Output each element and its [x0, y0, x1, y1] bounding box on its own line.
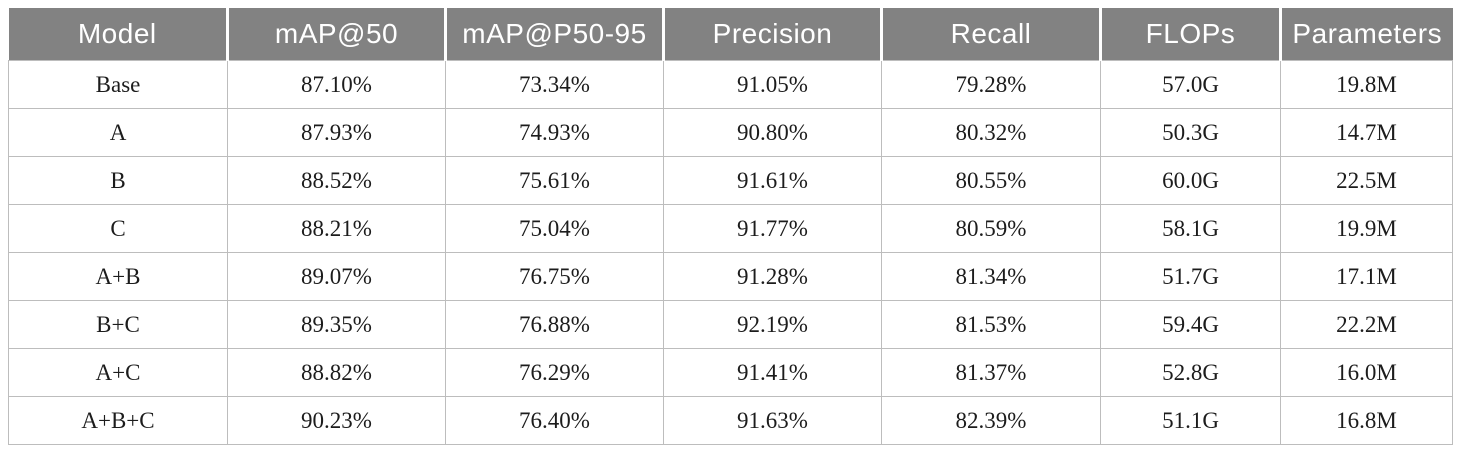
table-row: B+C 89.35% 76.88% 92.19% 81.53% 59.4G 22.2M [8, 300, 1453, 349]
value-cell: 16.0M [1280, 348, 1453, 397]
value-cell: 51.7G [1100, 252, 1281, 301]
value-cell: 22.2M [1280, 300, 1453, 349]
table-row: A+C 88.82% 76.29% 91.41% 81.37% 52.8G 16.0M [8, 348, 1453, 397]
value-cell: 88.21% [227, 204, 446, 253]
value-cell: 87.93% [227, 108, 446, 157]
value-cell: 80.55% [881, 156, 1101, 205]
value-cell: 88.52% [227, 156, 446, 205]
value-cell: 74.93% [445, 108, 664, 157]
value-cell: 90.23% [227, 396, 446, 445]
value-cell: 17.1M [1280, 252, 1453, 301]
value-cell: 81.37% [881, 348, 1101, 397]
value-cell: 91.05% [663, 60, 882, 109]
value-cell: 81.53% [881, 300, 1101, 349]
value-cell: 81.34% [881, 252, 1101, 301]
value-cell: 19.9M [1280, 204, 1453, 253]
column-header-map50: mAP@50 [226, 8, 446, 61]
value-cell: 91.63% [663, 396, 882, 445]
value-cell: 52.8G [1100, 348, 1281, 397]
model-name-cell: B+C [8, 300, 228, 349]
table-row: A+B+C 90.23% 76.40% 91.63% 82.39% 51.1G 16.8M [8, 396, 1453, 445]
value-cell: 75.04% [445, 204, 664, 253]
table-row: C 88.21% 75.04% 91.77% 80.59% 58.1G 19.9M [8, 204, 1453, 253]
model-name-cell: A+B+C [8, 396, 228, 445]
value-cell: 89.07% [227, 252, 446, 301]
model-name-cell: A+B [8, 252, 228, 301]
value-cell: 80.32% [881, 108, 1101, 157]
value-cell: 76.40% [445, 396, 664, 445]
value-cell: 57.0G [1100, 60, 1281, 109]
value-cell: 82.39% [881, 396, 1101, 445]
table-header: Model mAP@50 mAP@P50-95 Precision Recall… [8, 8, 1453, 61]
column-header-recall: Recall [880, 8, 1101, 61]
value-cell: 76.29% [445, 348, 664, 397]
column-header-parameters: Parameters [1279, 8, 1453, 61]
value-cell: 79.28% [881, 60, 1101, 109]
value-cell: 80.59% [881, 204, 1101, 253]
value-cell: 88.82% [227, 348, 446, 397]
value-cell: 91.61% [663, 156, 882, 205]
value-cell: 59.4G [1100, 300, 1281, 349]
column-header-model: Model [8, 8, 228, 61]
table-row: A+B 89.07% 76.75% 91.28% 81.34% 51.7G 17.1M [8, 252, 1453, 301]
value-cell: 91.41% [663, 348, 882, 397]
value-cell: 87.10% [227, 60, 446, 109]
value-cell: 76.75% [445, 252, 664, 301]
value-cell: 76.88% [445, 300, 664, 349]
value-cell: 16.8M [1280, 396, 1453, 445]
model-name-cell: C [8, 204, 228, 253]
value-cell: 90.80% [663, 108, 882, 157]
table-body: Base 87.10% 73.34% 91.05% 79.28% 57.0G 19.8M A 8… [8, 60, 1453, 445]
table-row: B 88.52% 75.61% 91.61% 80.55% 60.0G 22.5M [8, 156, 1453, 205]
value-cell: 73.34% [445, 60, 664, 109]
column-header-flops: FLOPs [1099, 8, 1281, 61]
value-cell: 58.1G [1100, 204, 1281, 253]
value-cell: 89.35% [227, 300, 446, 349]
value-cell: 50.3G [1100, 108, 1281, 157]
table-row: Base 87.10% 73.34% 91.05% 79.28% 57.0G 19.8M [8, 60, 1453, 109]
column-header-precision: Precision [662, 8, 882, 61]
table-row: A 87.93% 74.93% 90.80% 80.32% 50.3G 14.7M [8, 108, 1453, 157]
model-name-cell: B [8, 156, 228, 205]
value-cell: 22.5M [1280, 156, 1453, 205]
column-header-map50-95: mAP@P50-95 [444, 8, 664, 61]
model-name-cell: Base [8, 60, 228, 109]
value-cell: 91.28% [663, 252, 882, 301]
header-row: Model mAP@50 mAP@P50-95 Precision Recall… [8, 8, 1453, 61]
value-cell: 14.7M [1280, 108, 1453, 157]
value-cell: 75.61% [445, 156, 664, 205]
value-cell: 92.19% [663, 300, 882, 349]
model-name-cell: A [8, 108, 228, 157]
value-cell: 91.77% [663, 204, 882, 253]
value-cell: 19.8M [1280, 60, 1453, 109]
ablation-results-table: Model mAP@50 mAP@P50-95 Precision Recall… [8, 8, 1453, 445]
value-cell: 60.0G [1100, 156, 1281, 205]
value-cell: 51.1G [1100, 396, 1281, 445]
model-name-cell: A+C [8, 348, 228, 397]
